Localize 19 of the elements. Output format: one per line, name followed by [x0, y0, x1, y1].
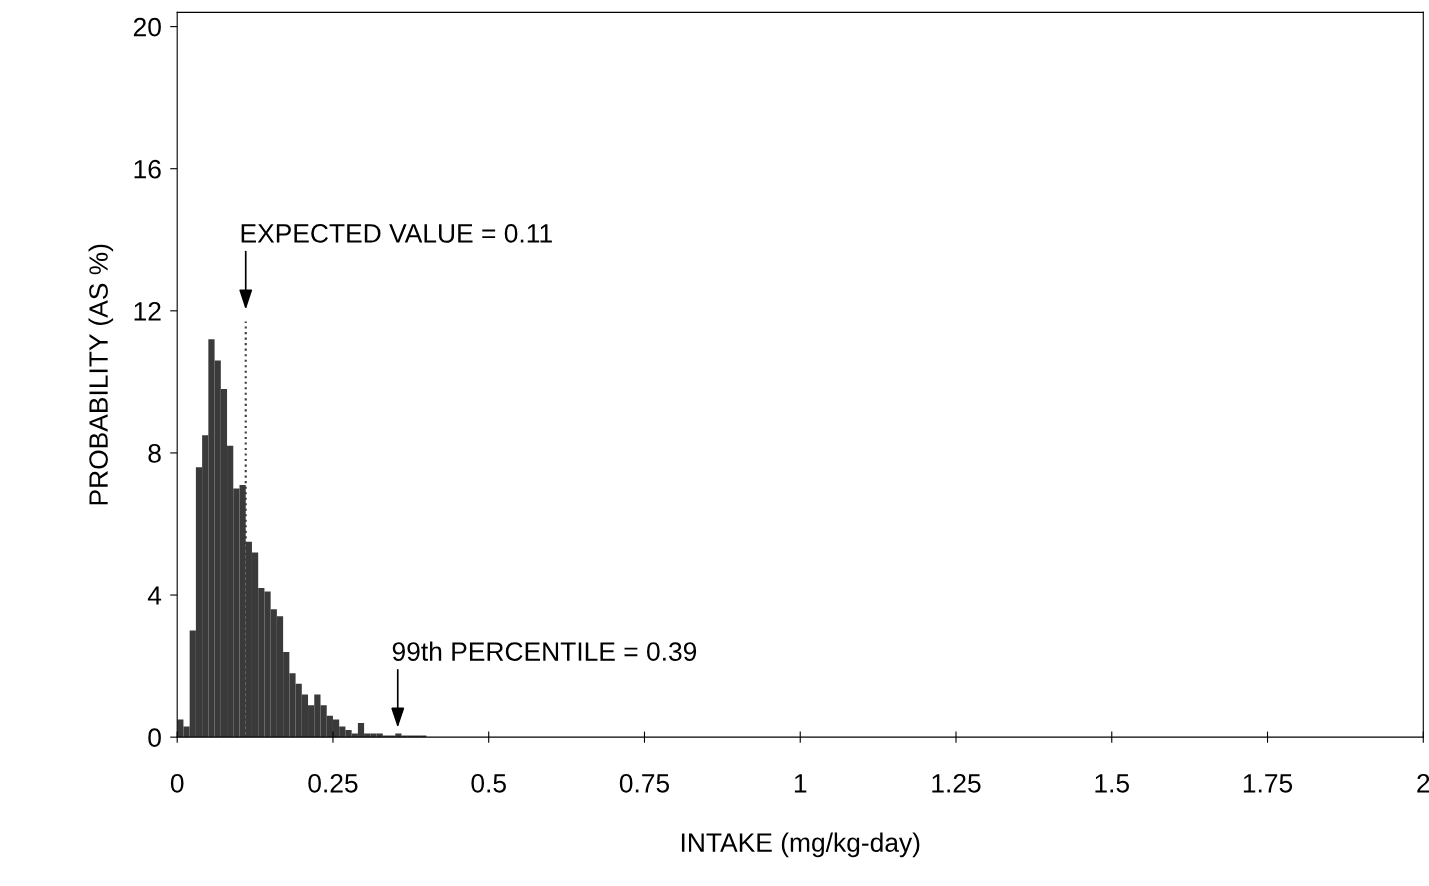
x-tick-label: 1.75 — [1243, 774, 1293, 793]
x-tick-label: 1.5 — [1095, 774, 1129, 793]
y-tick-label: 8 — [148, 444, 161, 463]
x-tick-label: 1.25 — [932, 773, 981, 793]
x-tick-label: 0 — [170, 773, 184, 793]
annotation: 99th PERCENTILE = 0.39 — [392, 641, 697, 661]
x-axis-title: INTAKE (mg/kg-day) — [681, 832, 920, 858]
x-tick-label: 2 — [1417, 773, 1429, 793]
x-tick-label: 1 — [794, 774, 807, 793]
x-tick-label: 0.25 — [308, 773, 358, 793]
y-tick-label: 16 — [134, 159, 161, 179]
y-tick-label: 12 — [134, 301, 161, 321]
y-tick-label: 0 — [148, 728, 161, 747]
x-tick-label: 0.75 — [619, 773, 670, 793]
x-tick-label: 0.5 — [471, 773, 506, 793]
y-axis-title: PROBABILITY (AS %) — [88, 244, 114, 505]
y-tick-label: 20 — [133, 17, 161, 37]
annotation: EXPECTED VALUE = 0.11 — [241, 224, 552, 243]
y-tick-label: 4 — [147, 586, 162, 605]
